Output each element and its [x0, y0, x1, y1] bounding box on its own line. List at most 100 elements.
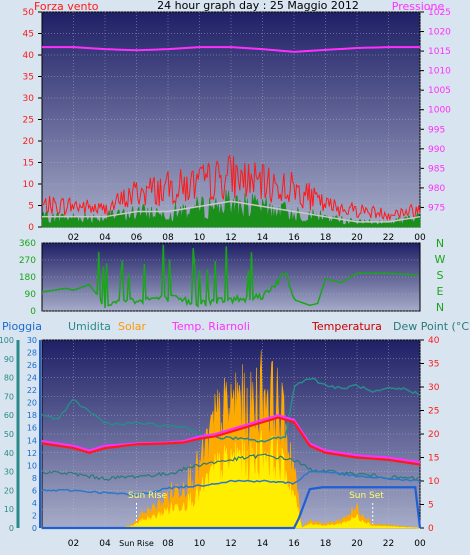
- humidity-tick-label: 70: [4, 392, 14, 401]
- left-axis-tick-label: 0: [28, 223, 34, 233]
- x-axis-tick-label: 18: [320, 539, 332, 549]
- chart-title: 24 hour graph day : 25 Maggio 2012: [157, 0, 359, 12]
- temperature-tick-label: 25: [428, 407, 439, 417]
- humidity-tick-label: 100: [0, 336, 14, 345]
- direction-tick-label: 90: [25, 290, 37, 300]
- x-axis-tick-label: 10: [194, 539, 206, 549]
- right-axis-tick-label: 980: [428, 184, 445, 194]
- left-axis-tick-label: 10: [23, 180, 35, 190]
- temp-riarnoli-line: [41, 414, 421, 464]
- x-axis-tick-label: 20: [351, 233, 363, 243]
- rain-tick-label: 10: [27, 461, 37, 470]
- x-axis-tick-label: 00: [414, 539, 426, 549]
- x-axis-tick-label: 08: [162, 233, 174, 243]
- humidity-tick-label: 10: [4, 505, 14, 514]
- x-axis-tick-label: 14: [257, 539, 269, 549]
- direction-tick-label: 0: [30, 307, 36, 317]
- rain-tick-label: 2: [32, 511, 37, 520]
- temperature-tick-label: 35: [428, 360, 439, 370]
- compass-label: E: [437, 285, 444, 298]
- x-axis-tick-label: 00: [414, 233, 426, 243]
- panel-1-layer: [38, 11, 424, 228]
- rain-tick-label: 6: [32, 486, 37, 495]
- compass-label: N: [436, 237, 444, 250]
- temperature-tick-label: 15: [428, 454, 439, 464]
- humidity-tick-label: 30: [4, 468, 14, 477]
- left-axis-tick-label: 25: [23, 116, 34, 126]
- right-axis-tick-label: 1005: [428, 86, 451, 96]
- humidity-tick-label: 80: [4, 374, 14, 383]
- left-axis-tick-label: 20: [23, 137, 35, 147]
- rain-tick-label: 28: [27, 349, 37, 358]
- temperature-tick-label: 40: [428, 336, 440, 346]
- x-axis-tick-label: 02: [68, 233, 79, 243]
- wind-direction-line: [41, 244, 419, 308]
- rain-tick-label: 24: [27, 374, 37, 383]
- temperature-tick-label: 20: [428, 430, 440, 440]
- humidity-tick-label: 50: [4, 430, 14, 439]
- rain-line: [42, 486, 422, 530]
- x-axis-tick-label: 12: [225, 539, 236, 549]
- direction-tick-label: 270: [19, 256, 36, 266]
- rain-tick-label: 0: [32, 524, 37, 533]
- left-axis-tick-label: 45: [23, 30, 34, 40]
- x-axis-tick-label: 16: [288, 539, 300, 549]
- rain-tick-label: 4: [32, 499, 37, 508]
- x-axis-tick-label: 10: [194, 233, 206, 243]
- right-axis-tick-label: 985: [428, 164, 445, 174]
- x-axis-tick-label: 12: [225, 233, 236, 243]
- wind-gust-line: [41, 154, 421, 222]
- x-axis-tick-label: 16: [288, 233, 300, 243]
- right-axis-tick-label: 975: [428, 203, 445, 213]
- right-axis-tick-label: 1025: [428, 8, 451, 18]
- label-temperatura: Temperatura: [311, 320, 382, 333]
- x-axis-tick-label: 08: [162, 539, 174, 549]
- rain-tick-label: 8: [32, 474, 37, 483]
- compass-label: N: [436, 301, 444, 314]
- x-axis-tick-label: 22: [383, 233, 394, 243]
- wind-axis-title: Forza vento: [34, 0, 99, 13]
- temperature-tick-label: 0: [428, 524, 434, 534]
- x-axis-tick-label: 04: [99, 539, 111, 549]
- rain-tick-label: 12: [27, 449, 37, 458]
- x-axis-tick-label: 14: [257, 233, 269, 243]
- humidity-line: [41, 377, 421, 443]
- left-axis-tick-label: 35: [23, 73, 34, 83]
- pressure-axis-title: Pressione: [392, 0, 445, 13]
- label-solar: Solar: [118, 320, 147, 333]
- temperature-line: [41, 416, 421, 466]
- humidity-tick-label: 0: [9, 524, 14, 533]
- rain-tick-label: 22: [27, 386, 37, 395]
- rain-tick-label: 14: [27, 436, 37, 445]
- sun-rise-label: Sun Rise: [128, 491, 167, 501]
- left-axis-tick-label: 30: [23, 94, 35, 104]
- direction-tick-label: 180: [19, 273, 36, 283]
- humidity-tick-label: 20: [4, 486, 14, 495]
- right-axis-tick-label: 1010: [428, 67, 451, 77]
- humidity-tick-label: 90: [4, 355, 14, 364]
- x-axis-tick-label: 06: [131, 233, 143, 243]
- temperature-tick-label: 30: [428, 383, 440, 393]
- tick-label-layer: 0510152025303540455097598098599099510001…: [0, 8, 451, 549]
- x-axis-tick-label: Sun Rise: [119, 539, 154, 548]
- right-axis-tick-label: 1000: [428, 106, 451, 116]
- right-axis-tick-label: 1015: [428, 47, 451, 57]
- compass-label: S: [437, 269, 444, 282]
- x-axis-tick-label: 20: [351, 539, 363, 549]
- wind-smoothed-line: [42, 200, 421, 223]
- left-axis-tick-label: 40: [23, 51, 35, 61]
- rain-tick-label: 18: [27, 411, 37, 420]
- temperature-tick-label: 10: [428, 477, 440, 487]
- pressure-line: [42, 46, 420, 53]
- left-axis-tick-label: 5: [28, 202, 34, 212]
- secondary-dew-line: [41, 470, 421, 497]
- right-axis-tick-label: 990: [428, 145, 445, 155]
- rain-tick-label: 20: [27, 399, 37, 408]
- x-axis-tick-label: 04: [99, 233, 111, 243]
- x-axis-tick-label: 22: [383, 539, 394, 549]
- rain-tick-label: 26: [27, 361, 37, 370]
- left-axis-tick-label: 15: [23, 159, 34, 169]
- x-axis-tick-label: 02: [68, 539, 79, 549]
